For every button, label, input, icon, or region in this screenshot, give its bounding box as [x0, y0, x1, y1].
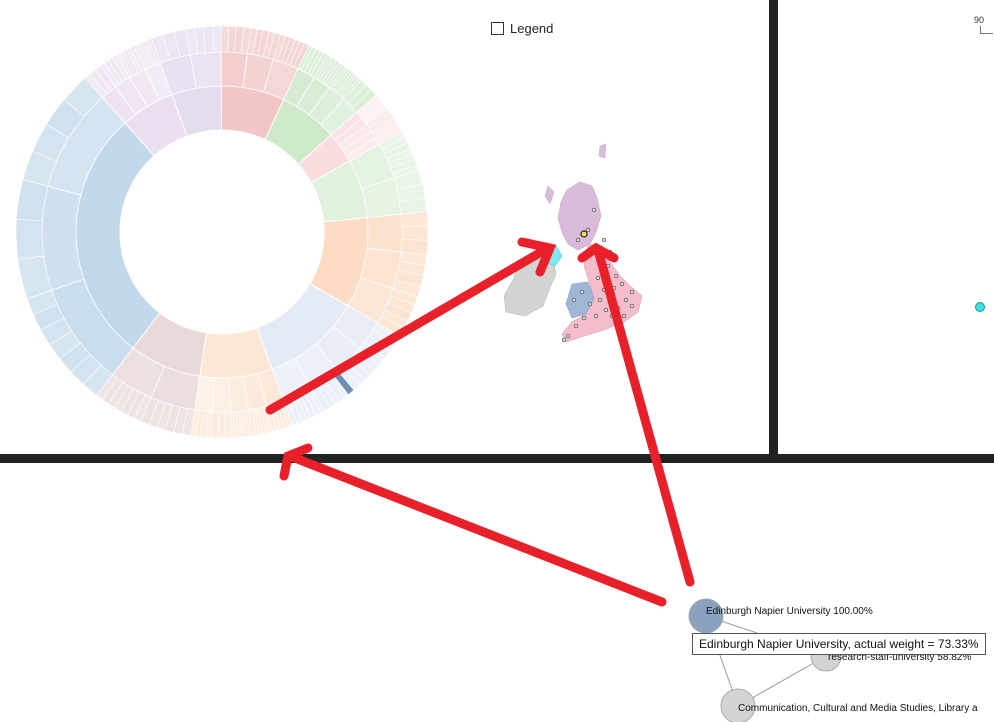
tooltip: Edinburgh Napier University, actual weig… [692, 633, 986, 655]
sunburst-outer-segment[interactable] [217, 411, 226, 439]
legend-checkbox[interactable] [491, 22, 504, 35]
map-university-marker[interactable] [629, 289, 635, 295]
network-node-label: Edinburgh Napier University 100.00% [706, 606, 873, 617]
right-panel-point[interactable] [975, 302, 985, 312]
map-university-marker[interactable] [579, 289, 585, 295]
map-university-marker[interactable] [593, 313, 599, 319]
map-university-marker[interactable] [575, 237, 581, 243]
sunburst-outer-segment[interactable] [401, 225, 429, 241]
right-axis-tick [980, 26, 993, 34]
network-nodes: Edinburgh Napier University 100.00% rese… [688, 598, 978, 722]
map-university-marker[interactable] [623, 297, 629, 303]
sunburst-outer-segment[interactable] [147, 38, 161, 65]
right-axis-label: 90 [974, 15, 985, 25]
sunburst-middle-segment[interactable] [366, 213, 403, 253]
map-university-marker[interactable] [587, 301, 593, 307]
sunburst-middle-segment[interactable] [212, 377, 232, 413]
map-university-marker[interactable] [619, 281, 625, 287]
uk-map[interactable] [503, 143, 643, 343]
map-university-marker[interactable] [613, 273, 619, 279]
map-region-wales[interactable] [565, 281, 595, 319]
map-region-scottish-islands[interactable] [544, 143, 607, 205]
sunburst-middle-segment[interactable] [189, 51, 222, 89]
sunburst-chart[interactable] [15, 25, 429, 439]
legend-toggle[interactable]: Legend [491, 21, 553, 36]
map-university-marker[interactable] [601, 237, 607, 243]
sunburst-outer-segment[interactable] [224, 411, 233, 439]
map-university-marker[interactable] [561, 337, 567, 343]
sunburst-outer-segment[interactable] [400, 211, 429, 228]
map-university-marker[interactable] [629, 303, 635, 309]
map-selected-location[interactable] [580, 230, 588, 238]
map-university-marker[interactable] [603, 307, 609, 313]
map-university-marker[interactable] [591, 207, 597, 213]
map-university-marker[interactable] [585, 227, 591, 233]
map-university-marker[interactable] [597, 297, 603, 303]
map-university-marker[interactable] [595, 275, 601, 281]
network-node-label: Communication, Cultural and Media Studie… [738, 703, 978, 714]
legend-label: Legend [510, 21, 554, 36]
map-university-marker[interactable] [621, 313, 627, 319]
horizontal-divider[interactable] [0, 454, 994, 463]
map-university-marker[interactable] [573, 323, 579, 329]
network-node-label: research-staff-university 58.82% [828, 652, 971, 663]
sunburst-outer-segment[interactable] [15, 218, 44, 260]
network-edges [705, 615, 827, 707]
network-node-communication[interactable] [720, 688, 756, 722]
annotation-arrows [265, 237, 695, 607]
sunburst-outer-segment[interactable] [220, 25, 229, 53]
map-university-marker[interactable] [565, 333, 571, 339]
sunburst-outer-segment[interactable] [211, 25, 222, 53]
map-university-marker[interactable] [571, 297, 577, 303]
vertical-divider[interactable] [769, 0, 778, 456]
map-university-marker[interactable] [581, 315, 587, 321]
